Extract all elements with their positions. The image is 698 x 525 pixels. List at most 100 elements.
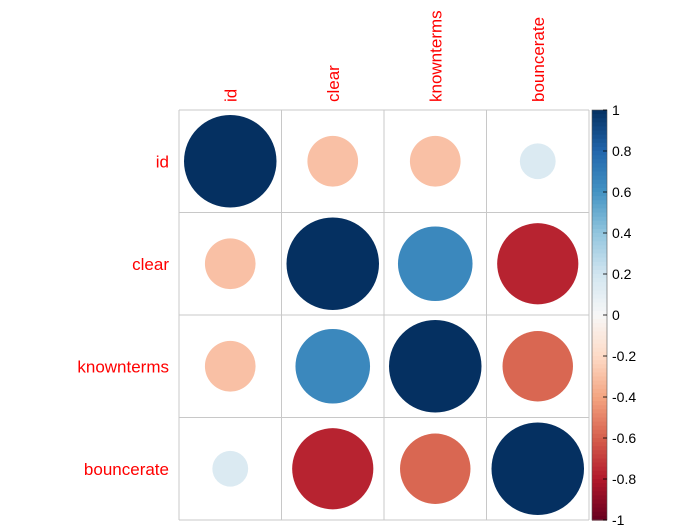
circle-bouncerate-clear — [292, 428, 374, 510]
legend-segment — [592, 442, 607, 447]
circle-clear-clear — [286, 217, 379, 310]
legend-segment — [592, 224, 607, 230]
legend-segment — [592, 306, 607, 312]
circle-bouncerate-id — [212, 450, 249, 487]
legend-segment — [592, 347, 607, 353]
legend-segment — [592, 212, 607, 218]
legend-segment — [592, 290, 607, 296]
legend-segment — [592, 388, 607, 394]
legend-segment — [592, 208, 607, 214]
legend-segment — [592, 376, 607, 382]
legend-segment — [592, 237, 607, 242]
legend-segment — [592, 327, 607, 332]
legend-tick-label: -0.4 — [612, 389, 636, 405]
legend-segment — [592, 458, 607, 464]
legend-segment — [592, 438, 607, 443]
legend-segment — [592, 454, 607, 460]
legend-segment — [592, 138, 607, 144]
legend-segment — [592, 433, 607, 439]
column-label-id: id — [221, 89, 240, 102]
legend-segment — [592, 155, 607, 160]
legend-color-bar — [591, 109, 608, 521]
legend-segment — [592, 470, 607, 476]
column-label-knownterms: knownterms — [426, 10, 445, 102]
legend-segment — [592, 511, 607, 517]
legend-segment — [592, 495, 607, 501]
legend-segment — [592, 278, 607, 283]
legend-segment — [592, 110, 607, 115]
circle-knownterms-bouncerate — [502, 331, 573, 402]
legend-segment — [592, 421, 607, 427]
legend-segment — [592, 413, 607, 419]
legend-segment — [592, 171, 607, 177]
legend-segment — [592, 163, 607, 168]
legend-segment — [592, 409, 607, 414]
legend-segment — [592, 183, 607, 189]
legend-segment — [592, 368, 607, 373]
row-label-id: id — [156, 152, 169, 171]
circle-knownterms-id — [204, 340, 256, 392]
legend-segment — [592, 204, 607, 209]
legend-tick-label: -1 — [612, 512, 625, 525]
legend-segment — [592, 233, 607, 238]
legend-tick-label: 0.4 — [612, 225, 632, 241]
row-labels: id clear knownterms bouncerate — [77, 152, 169, 479]
legend-tick-label: -0.8 — [612, 471, 636, 487]
circle-clear-id — [204, 238, 256, 290]
legend-segment — [592, 241, 607, 246]
column-labels: id clear knownterms bouncerate — [221, 10, 548, 102]
legend-segment — [592, 417, 607, 423]
legend-segment — [592, 114, 607, 119]
legend-segment — [592, 483, 607, 488]
legend-segment — [592, 310, 607, 316]
legend-segment — [592, 167, 607, 173]
legend-segment — [592, 245, 607, 250]
circle-knownterms-knownterms — [389, 320, 482, 413]
legend-segment — [592, 282, 607, 287]
legend-segment — [592, 515, 607, 521]
legend-tick-label: 0.2 — [612, 266, 632, 282]
legend-segment — [592, 384, 607, 390]
legend-segment — [592, 401, 607, 406]
legend-segment — [592, 228, 607, 234]
legend-segment — [592, 179, 607, 185]
column-label-clear: clear — [324, 65, 343, 102]
legend-tick-label: 0 — [612, 307, 620, 323]
legend-tick-labels: 1 0.8 0.6 0.4 0.2 0 -0.2 -0.4 -0.6 -0.8 -1 — [603, 102, 636, 525]
legend-segment — [592, 319, 607, 324]
grid-lines — [178, 109, 590, 521]
legend-tick-label: 0.6 — [612, 184, 632, 200]
legend-segment — [592, 380, 607, 386]
row-label-bouncerate: bouncerate — [84, 460, 169, 479]
legend-segment — [592, 118, 607, 123]
legend-segment — [592, 142, 607, 148]
legend-tick-label: -0.6 — [612, 430, 636, 446]
legend-segment — [592, 286, 607, 291]
legend-segment — [592, 192, 607, 197]
legend-segment — [592, 339, 607, 345]
legend-segment — [592, 249, 607, 255]
legend-tick-label: -0.2 — [612, 348, 636, 364]
legend-segment — [592, 261, 607, 267]
legend-segment — [592, 134, 607, 140]
legend-segment — [592, 392, 607, 398]
legend-tick-label: 1 — [612, 102, 620, 118]
legend-segment — [592, 175, 607, 181]
legend-segment — [592, 298, 607, 304]
legend-segment — [592, 397, 607, 402]
legend-segment — [592, 405, 607, 410]
legend-segment — [592, 323, 607, 328]
legend-segment — [592, 462, 607, 468]
legend-segment — [592, 474, 607, 480]
legend-segment — [592, 159, 607, 164]
circle-clear-bouncerate — [497, 223, 579, 305]
legend-segment — [592, 343, 607, 349]
legend-segment — [592, 364, 607, 369]
legend-segment — [592, 487, 607, 492]
legend-segment — [592, 274, 607, 279]
legend-segment — [592, 187, 607, 193]
legend-segment — [592, 351, 607, 357]
legend-segment — [592, 265, 607, 271]
legend-segment — [592, 130, 607, 136]
